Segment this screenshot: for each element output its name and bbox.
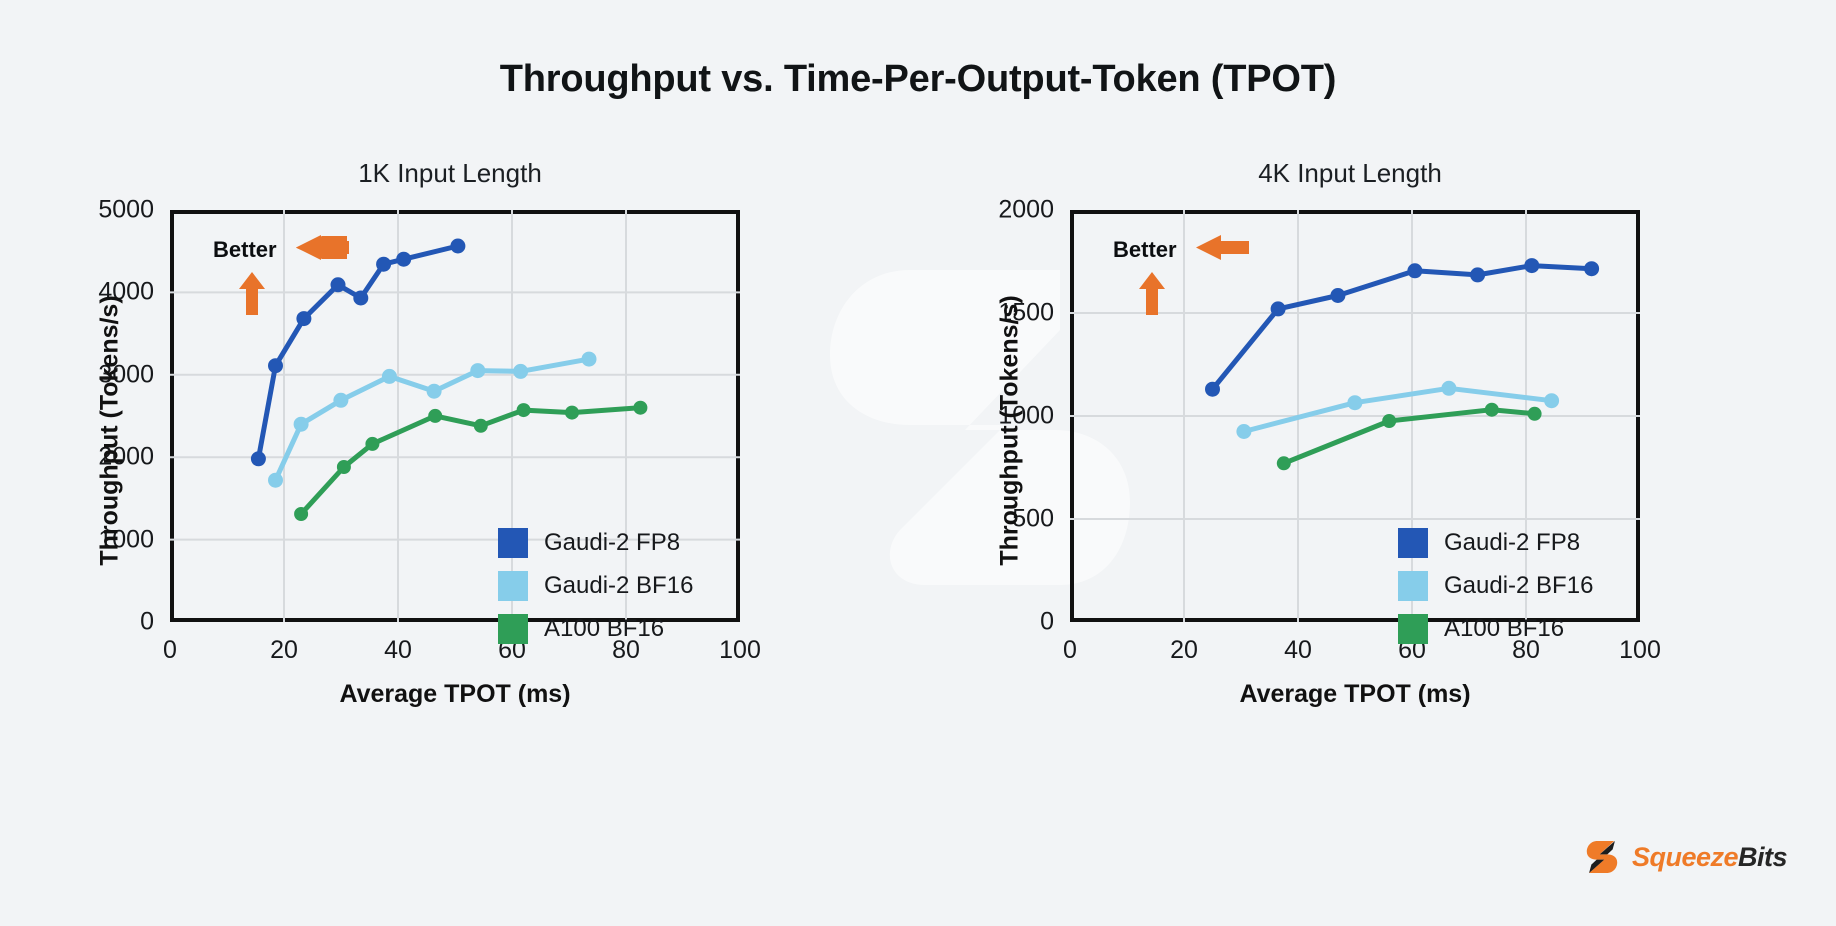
legend-label-gaudi2-bf16: Gaudi-2 BF16 [544, 572, 694, 599]
series-line-gaudi2-bf16-1k [268, 351, 597, 488]
ytick-1k-1000: 1000 [98, 525, 154, 554]
legend-item-gaudi2-bf16[interactable]: Gaudi-2 BF16 [498, 571, 693, 601]
xtick-1k-80: 80 [612, 636, 640, 664]
logo-text-bits: Bits [1738, 841, 1788, 872]
ytick-4k-0: 0 [1040, 607, 1054, 636]
legend-label-gaudi2-bf16: Gaudi-2 BF16 [1444, 572, 1594, 599]
ytick-1k-5000: 5000 [98, 195, 154, 224]
xtick-1k-40: 40 [384, 636, 412, 664]
xtick-1k-0: 0 [163, 636, 177, 664]
better-arrow-up-4k [1139, 272, 1165, 315]
legend-label-a100-bf16: A100 BF16 [1444, 615, 1565, 642]
squeezebits-mark-icon [1586, 841, 1618, 873]
xtick-4k-20: 20 [1170, 636, 1198, 664]
chart-canvas-4k [1070, 210, 1640, 622]
legend-label-gaudi2-fp8: Gaudi-2 FP8 [544, 529, 681, 556]
better-label-1k: Better [213, 237, 277, 262]
ytick-4k-500: 500 [1012, 504, 1054, 533]
series-line-gaudi2-fp8-4k [1205, 258, 1600, 397]
legend-item-gaudi2-fp8[interactable]: Gaudi-2 FP8 [498, 528, 693, 558]
legend-item-a100-bf16[interactable]: A100 BF16 [1398, 614, 1593, 644]
legend-1k: Gaudi-2 FP8 Gaudi-2 BF16 A100 BF16 [498, 528, 693, 657]
xtick-4k-80: 80 [1512, 636, 1540, 664]
series-line-gaudi2-fp8-1k [250, 238, 466, 467]
xtick-1k-100: 100 [719, 636, 761, 664]
legend-swatch-gaudi2-bf16 [1398, 571, 1428, 601]
chart-panel-1k: 1K Input Length [10, 140, 890, 840]
chart-title-4k: 4K Input Length [1258, 158, 1442, 188]
legend-swatch-gaudi2-fp8 [498, 528, 528, 558]
ytick-4k-1000: 1000 [998, 401, 1054, 430]
ylabel-4k: Throughput (Tokens/s) [995, 295, 1024, 566]
xtick-4k-40: 40 [1284, 636, 1312, 664]
series-line-gaudi2-bf16-4k [1236, 380, 1560, 439]
legend-label-gaudi2-fp8: Gaudi-2 FP8 [1444, 529, 1581, 556]
xlabel-1k: Average TPOT (ms) [339, 680, 571, 708]
better-arrow-up-1k [239, 272, 265, 315]
legend-label-a100-bf16: A100 BF16 [544, 615, 665, 642]
legend-swatch-gaudi2-bf16 [498, 571, 528, 601]
plot-frame-1k [170, 210, 740, 622]
xtick-4k-0: 0 [1063, 636, 1077, 664]
xtick-4k-100: 100 [1619, 636, 1661, 664]
ytick-1k-3000: 3000 [98, 360, 154, 389]
ytick-1k-4000: 4000 [98, 277, 154, 306]
squeezebits-wordmark: SqueezeBits [1632, 841, 1788, 873]
page-title: Throughput vs. Time-Per-Output-Token (TP… [499, 58, 1337, 100]
chart-title-1k: 1K Input Length [358, 158, 542, 188]
legend-item-a100-bf16[interactable]: A100 BF16 [498, 614, 693, 644]
logo-text-squeeze: Squeeze [1632, 841, 1739, 872]
squeezebits-logo[interactable]: SqueezeBits [1583, 838, 1788, 876]
better-label-4k: Better [1113, 237, 1177, 262]
legend-4k: Gaudi-2 FP8 Gaudi-2 BF16 A100 BF16 [1398, 528, 1593, 657]
better-arrow-left-4k [1196, 235, 1249, 260]
legend-item-gaudi2-fp8[interactable]: Gaudi-2 FP8 [1398, 528, 1593, 558]
better-arrow-left-1k [296, 235, 349, 260]
ytick-4k-1500: 1500 [998, 298, 1054, 327]
series-line-a100-bf16-1k [294, 400, 648, 521]
xtick-1k-20: 20 [270, 636, 298, 664]
legend-swatch-a100-bf16 [498, 614, 528, 644]
chart-canvas-1k [170, 210, 740, 622]
xlabel-4k: Average TPOT (ms) [1239, 680, 1471, 708]
ytick-1k-2000: 2000 [98, 442, 154, 471]
chart-panel-4k: 4K Input Length [910, 140, 1790, 840]
series-line-a100-bf16-4k [1276, 402, 1542, 471]
ytick-1k-0: 0 [140, 607, 154, 636]
ytick-4k-2000: 2000 [998, 195, 1054, 224]
ylabel-1k: Throughput (Tokens/s) [95, 295, 124, 566]
legend-item-gaudi2-bf16[interactable]: Gaudi-2 BF16 [1398, 571, 1593, 601]
legend-swatch-a100-bf16 [1398, 614, 1428, 644]
legend-swatch-gaudi2-fp8 [1398, 528, 1428, 558]
